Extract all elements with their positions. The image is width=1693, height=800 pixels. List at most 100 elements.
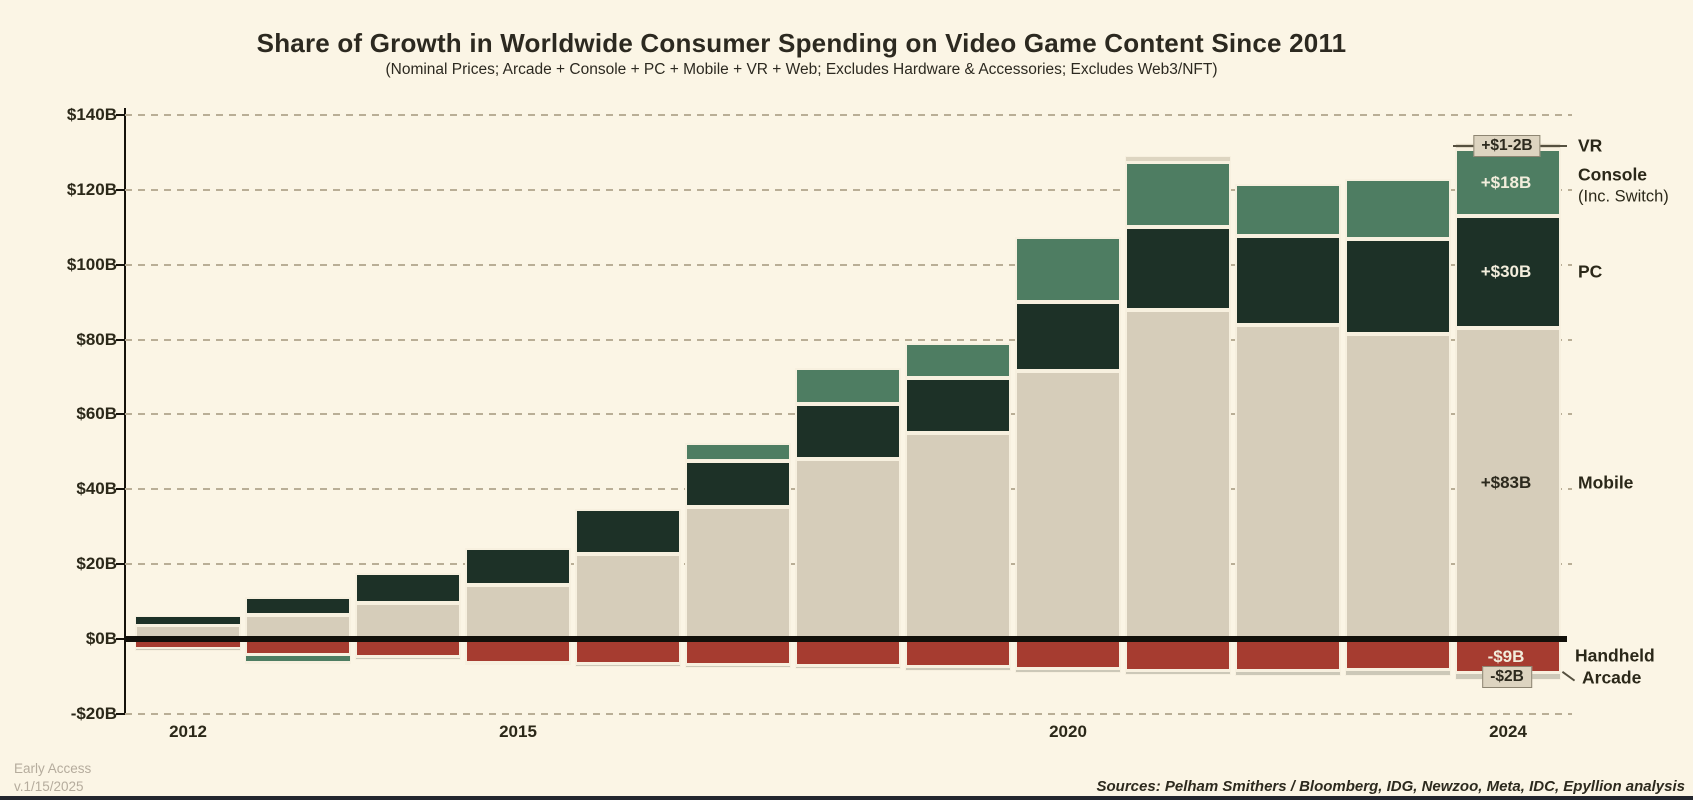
bar-segment [795, 665, 901, 670]
bar-segment [1015, 302, 1121, 372]
gridline [125, 263, 1572, 266]
bar-segment [135, 648, 241, 651]
segment-value-label: +$18B [1480, 173, 1532, 192]
y-axis-tick [116, 638, 125, 640]
bar-segment [1015, 639, 1121, 669]
bar-segment [575, 554, 681, 639]
bar-segment [685, 639, 791, 665]
segment-value-label: -$9B [1487, 647, 1525, 666]
bar-segment [795, 458, 901, 639]
y-axis-tick [116, 338, 125, 341]
bar-segment [1235, 324, 1341, 639]
y-axis-tick [116, 563, 125, 566]
bar-segment [685, 506, 791, 639]
bar-segment [1015, 236, 1121, 303]
bar-segment [1455, 328, 1561, 639]
bar-segment [1125, 227, 1231, 310]
bar-segment [1345, 238, 1451, 334]
bar-segment [1125, 161, 1231, 228]
bar-segment [575, 664, 681, 668]
x-axis-label: 2020 [1049, 722, 1087, 741]
y-axis-label: $100B [66, 254, 117, 274]
series-label: PC [1578, 261, 1603, 282]
y-axis-label: $80B [76, 329, 117, 349]
y-axis-label: $40B [76, 479, 117, 499]
bar-segment [135, 616, 241, 626]
y-axis-label: $140B [66, 104, 117, 124]
gridline [125, 338, 1572, 341]
bar-segment [795, 639, 901, 666]
y-axis-label: $20B [76, 554, 117, 574]
bar-segment [1345, 333, 1451, 639]
series-label: (Inc. Switch) [1578, 187, 1669, 206]
chart-subtitle: (Nominal Prices; Arcade + Console + PC +… [385, 61, 1218, 78]
y-axis-tick [116, 188, 125, 191]
bar-segment [905, 378, 1011, 434]
series-label: Arcade [1582, 667, 1642, 688]
bar-segment [1015, 668, 1121, 674]
bar-segment [575, 509, 681, 555]
bar-segment [465, 548, 571, 586]
bar-segment [465, 585, 571, 639]
bar-segment [795, 403, 901, 459]
bar-segment [1125, 156, 1231, 162]
version-note: Early Access v.1/15/2025 [14, 760, 91, 796]
value-badge: +$1-2B [1473, 135, 1541, 157]
y-axis-label: $0B [85, 629, 117, 648]
version-note-line1: Early Access [14, 761, 92, 776]
zero-baseline [125, 636, 1567, 642]
bottom-accent-bar [0, 796, 1693, 800]
bar-segment [245, 662, 351, 665]
series-label: Console [1578, 164, 1648, 185]
bar-segment [685, 460, 791, 507]
y-axis-tick [116, 413, 125, 416]
bar-segment [1345, 639, 1451, 671]
gridline [125, 113, 1572, 116]
y-axis-tick [116, 488, 125, 491]
y-axis-tick [116, 712, 125, 715]
sources-note: Sources: Pelham Smithers / Bloomberg, ID… [1096, 778, 1685, 795]
y-axis-label: $60B [76, 404, 117, 424]
bar-segment [1345, 178, 1451, 239]
value-badge: -$2B [1482, 666, 1532, 688]
segment-value-label: +$83B [1480, 473, 1532, 492]
x-axis-label: 2024 [1489, 722, 1527, 741]
bar-segment [905, 342, 1011, 379]
y-axis-line [123, 108, 126, 715]
bar-segment [245, 597, 351, 616]
bar-segment [465, 639, 571, 663]
bar-segment [905, 433, 1011, 639]
chart-title: Share of Growth in Worldwide Consumer Sp… [256, 28, 1347, 58]
bar-segment [905, 639, 1011, 668]
bar-segment [905, 667, 1011, 671]
bar-segment [1235, 639, 1341, 672]
x-axis-label: 2012 [169, 722, 207, 741]
series-label: VR [1578, 135, 1603, 156]
y-axis-tick [116, 113, 125, 116]
bar-segment [575, 639, 681, 665]
bar-segment [1455, 216, 1561, 329]
series-label: Mobile [1578, 472, 1634, 493]
y-axis-label: -$20B [70, 703, 117, 723]
bar-segment [1235, 671, 1341, 677]
segment-value-label: +$30B [1480, 262, 1532, 281]
bar-segment [465, 662, 571, 665]
bar-segment [355, 656, 461, 660]
version-note-line2: v.1/15/2025 [14, 779, 84, 794]
bar-segment [1015, 371, 1121, 639]
gridline [125, 712, 1572, 715]
bar-segment [1345, 670, 1451, 677]
bar-segment [685, 442, 791, 461]
bar-segment [245, 655, 351, 663]
x-axis-label: 2015 [499, 722, 537, 741]
y-axis-label: $120B [66, 179, 117, 199]
bar-segment [795, 368, 901, 404]
bar-segment [1235, 235, 1341, 325]
bar-segment [1125, 670, 1231, 676]
series-label: Handheld [1575, 645, 1655, 666]
bar-segment [355, 573, 461, 604]
bar-segment [685, 664, 791, 668]
gridline [125, 188, 1572, 191]
bar-segment [1125, 309, 1231, 639]
